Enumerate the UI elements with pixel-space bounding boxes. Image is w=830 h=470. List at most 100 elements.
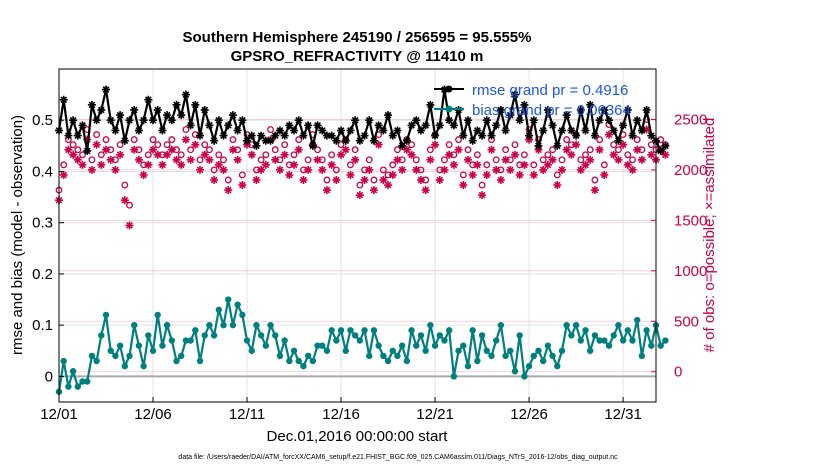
bias-point — [427, 321, 434, 329]
rmse-point — [478, 131, 487, 140]
assimilated-obs-marker — [360, 176, 369, 184]
bias-point — [206, 321, 213, 329]
assimilated-obs-marker — [92, 140, 101, 149]
chart-title: Southern Hemisphere 245190 / 256595 = 95… — [183, 29, 532, 46]
possible-obs-marker — [337, 141, 345, 149]
possible-obs-marker — [464, 146, 472, 154]
rmse-point — [97, 105, 106, 114]
rmse-point — [590, 131, 599, 140]
rmse-point — [656, 146, 665, 155]
assimilated-obs-marker — [177, 160, 186, 169]
rmse-point — [219, 131, 228, 140]
y-tick-label: 0.2 — [32, 266, 53, 283]
bias-point — [333, 337, 340, 344]
rmse-point — [144, 95, 153, 104]
rmse-point — [167, 116, 176, 125]
rmse-point — [280, 131, 289, 140]
bias-point — [337, 327, 345, 334]
assimilated-obs-marker — [496, 176, 505, 184]
possible-obs-marker — [520, 151, 528, 159]
bias-point — [445, 327, 453, 334]
bias-point — [441, 337, 448, 344]
rmse-point — [214, 116, 223, 125]
bias-point — [79, 378, 86, 385]
assimilated-obs-marker — [125, 221, 134, 230]
possible-obs-marker — [210, 166, 218, 174]
rmse-point — [299, 131, 308, 140]
y-tick-label: 0.5 — [32, 112, 53, 129]
assimilated-obs-marker — [144, 160, 153, 169]
rmse-point — [228, 111, 237, 120]
bias-point — [389, 347, 396, 354]
bias-point — [436, 332, 443, 339]
rmse-point — [125, 116, 134, 125]
bias-point — [507, 347, 514, 354]
bias-point — [201, 332, 208, 339]
bias-point — [610, 332, 617, 339]
y-tick-label: 0.3 — [32, 215, 53, 232]
assimilated-obs-marker — [332, 176, 341, 184]
bias-point — [431, 342, 439, 349]
bias-point — [225, 296, 232, 303]
rmse-point — [69, 116, 78, 125]
bias-point — [530, 352, 537, 360]
assimilated-obs-marker — [181, 135, 190, 144]
possible-obs-marker — [408, 141, 416, 149]
assimilated-obs-marker — [586, 155, 595, 164]
assimilated-obs-marker — [520, 160, 529, 169]
assimilated-obs-marker — [228, 145, 237, 154]
rmse-point — [120, 136, 129, 145]
bias-point — [243, 337, 251, 344]
assimilated-obs-marker — [407, 150, 416, 159]
rmse-point — [196, 131, 205, 140]
y2-tick-label: 500 — [674, 313, 699, 330]
possible-obs-marker — [351, 146, 359, 154]
bias-point — [497, 321, 505, 329]
bias-point — [84, 378, 91, 385]
assimilated-obs-marker — [487, 145, 496, 154]
rmse-point — [285, 121, 294, 130]
assimilated-obs-marker — [73, 155, 82, 164]
plot-frame — [58, 68, 657, 403]
assimilated-obs-marker — [247, 150, 256, 159]
possible-obs-marker — [130, 136, 138, 144]
assimilated-obs-marker — [459, 181, 468, 190]
bias-point — [403, 357, 411, 365]
assimilated-obs-marker — [106, 155, 115, 164]
chart-subtitle: GPSRO_REFRACTIVITY @ 11410 m — [231, 48, 484, 65]
rmse-point — [365, 116, 374, 125]
bias-point — [253, 321, 260, 329]
rmse-point — [586, 100, 595, 109]
possible-obs-marker — [314, 146, 321, 154]
assimilated-obs-marker — [506, 165, 515, 174]
legend-label-bias: bias grand pr = 0.06364 — [472, 102, 631, 119]
rmse-point — [374, 121, 383, 130]
bias-point — [347, 327, 354, 334]
assimilated-obs-marker — [341, 145, 350, 154]
possible-obs-marker — [346, 161, 354, 169]
bias-point — [323, 347, 331, 354]
bias-point — [572, 321, 580, 329]
possible-obs-marker — [116, 141, 124, 149]
bias-point — [648, 342, 655, 349]
assimilated-obs-marker — [543, 160, 552, 169]
possible-obs-marker — [257, 156, 265, 164]
possible-obs-marker — [220, 156, 227, 164]
possible-obs-marker — [79, 151, 86, 159]
possible-obs-marker — [69, 141, 77, 149]
assimilated-obs-marker — [294, 145, 303, 154]
possible-obs-marker — [168, 136, 176, 144]
rmse-point — [637, 126, 646, 135]
bias-point — [187, 337, 194, 344]
possible-obs-marker — [149, 136, 157, 144]
assimilated-obs-marker — [553, 181, 562, 190]
bias-point — [276, 352, 284, 360]
rmse-point — [379, 126, 388, 135]
bias-point — [629, 337, 636, 344]
assimilated-obs-marker — [637, 155, 646, 164]
rmse-point — [92, 116, 101, 125]
bias-point — [107, 347, 114, 354]
rmse-point — [482, 116, 491, 125]
bias-point — [478, 332, 486, 339]
